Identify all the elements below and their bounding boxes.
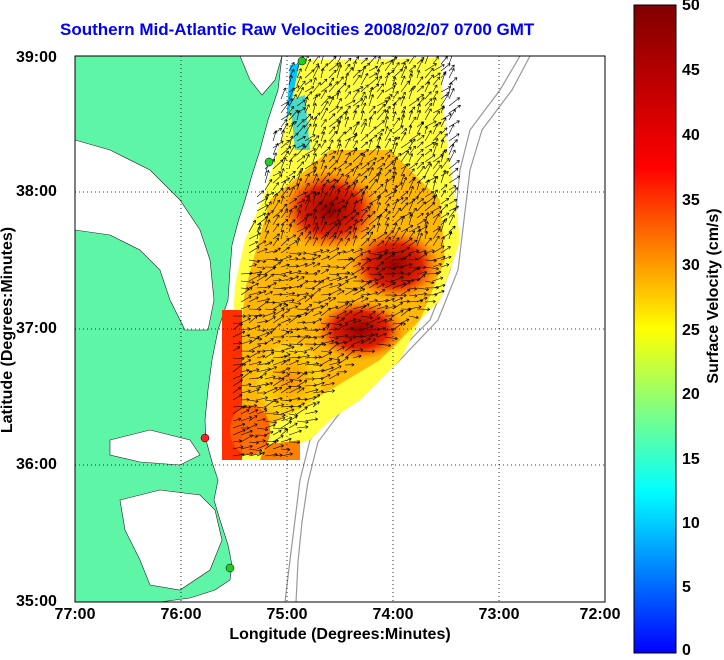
y-tick-label: 39:00 <box>16 49 57 66</box>
shelf-contour-2 <box>295 56 531 602</box>
colorbar-tick: 40 <box>682 127 700 144</box>
colorbar-tick: 45 <box>682 62 700 79</box>
x-tick-label: 72:00 <box>579 606 621 623</box>
colorbar-tick: 0 <box>682 642 691 659</box>
colorbar-tick: 15 <box>682 451 700 468</box>
station-marker <box>297 56 307 66</box>
x-tick-label: 75:00 <box>266 606 308 623</box>
y-tick-label: 36:00 <box>16 456 57 473</box>
colorbar-tick: 25 <box>682 322 700 339</box>
station-marker <box>225 563 235 573</box>
station-marker <box>200 433 210 443</box>
colorbar-tick: 20 <box>682 386 700 403</box>
chesapeake-bay <box>75 139 215 331</box>
x-tick-label: 73:00 <box>478 606 520 623</box>
colorbar-tick: 10 <box>682 515 700 532</box>
x-tick-label: 76:00 <box>160 606 202 623</box>
colorbar-tick: 50 <box>682 0 700 14</box>
station-marker <box>264 157 274 167</box>
y-tick-label: 38:00 <box>16 183 57 200</box>
y-axis-label: Latitude (Degrees:Minutes) <box>0 226 16 434</box>
delaware-bay <box>239 56 283 96</box>
grid-lines <box>75 56 605 602</box>
colorbar-label: Surface Velocity (cm/s) <box>705 208 722 384</box>
colorbar-tick: 5 <box>682 579 691 596</box>
x-axis-label: Longitude (Degrees:Minutes) <box>229 626 451 643</box>
x-tick-label: 77:00 <box>54 606 96 623</box>
colorbar-tick: 35 <box>682 192 700 209</box>
albemarle-sound <box>109 429 201 466</box>
y-tick-label: 35:00 <box>16 593 57 610</box>
colorbar <box>633 4 677 654</box>
colorbar-tick: 30 <box>682 257 700 274</box>
pamlico-sound <box>119 489 223 591</box>
x-tick-label: 74:00 <box>372 606 414 623</box>
y-tick-label: 37:00 <box>16 320 57 337</box>
map-title: Southern Mid-Atlantic Raw Velocities 200… <box>60 20 535 39</box>
